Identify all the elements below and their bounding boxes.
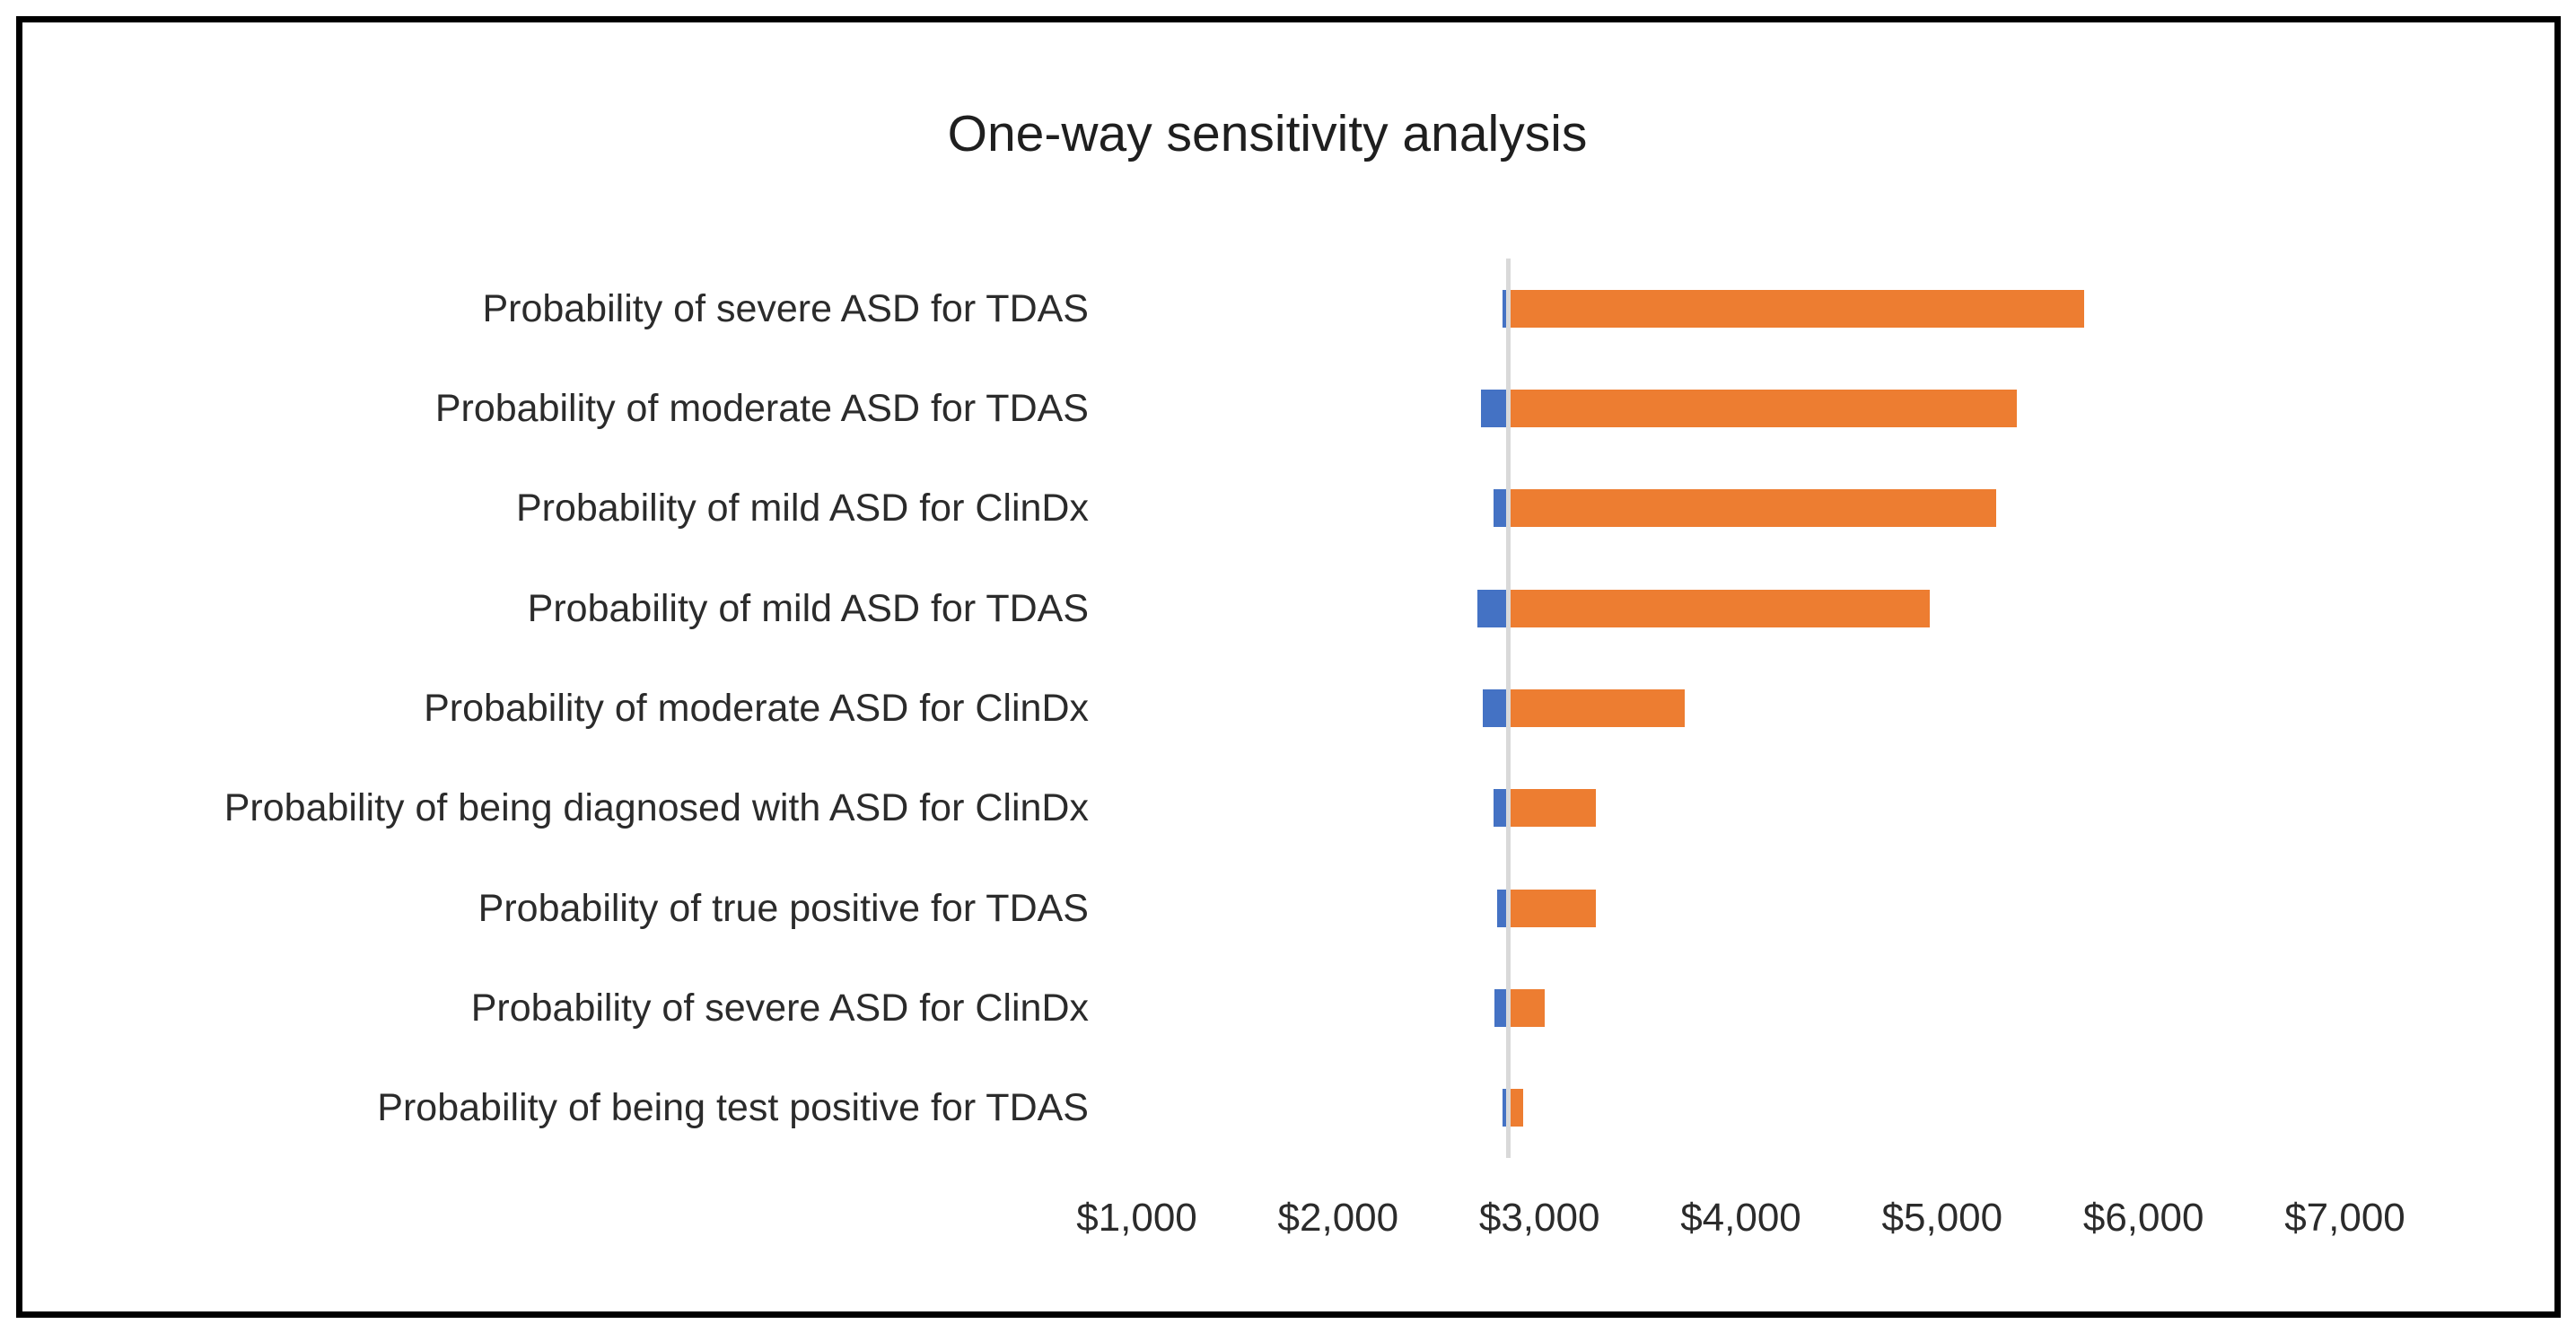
x-axis-tick-label: $3,000 bbox=[1478, 1196, 1600, 1240]
x-axis-tick-label: $2,000 bbox=[1277, 1196, 1399, 1240]
bar-high-segment bbox=[1508, 789, 1596, 828]
chart-frame bbox=[16, 16, 2561, 1318]
x-axis-tick-label: $4,000 bbox=[1680, 1196, 1801, 1240]
category-label: Probability of severe ASD for ClinDx bbox=[470, 987, 1089, 1030]
bar-high-segment bbox=[1508, 289, 2084, 328]
bar-low-segment bbox=[1502, 289, 1509, 328]
bar-high-segment bbox=[1508, 989, 1545, 1027]
bar-low-segment bbox=[1493, 489, 1509, 528]
chart-title: One-way sensitivity analysis bbox=[947, 105, 1588, 162]
x-axis-tick-label: $7,000 bbox=[2284, 1196, 2405, 1240]
category-label: Probability of moderate ASD for ClinDx bbox=[424, 687, 1089, 730]
bar-low-segment bbox=[1483, 689, 1509, 727]
category-label: Probability of mild ASD for ClinDx bbox=[515, 487, 1089, 531]
category-label: Probability of true positive for TDAS bbox=[478, 886, 1089, 930]
category-label: Probability of mild ASD for TDAS bbox=[527, 586, 1089, 630]
bar-high-segment bbox=[1508, 889, 1596, 927]
bar-low-segment bbox=[1481, 390, 1509, 427]
x-axis-tick-label: $1,000 bbox=[1076, 1196, 1197, 1240]
bar-high-segment bbox=[1508, 390, 2017, 427]
bar-high-segment bbox=[1508, 689, 1685, 727]
category-label: Probability of moderate ASD for TDAS bbox=[434, 387, 1089, 430]
bar-low-segment bbox=[1494, 989, 1509, 1027]
bar-high-segment bbox=[1508, 489, 1997, 528]
bar-high-segment bbox=[1508, 1089, 1524, 1127]
bar-low-segment bbox=[1502, 1089, 1509, 1127]
bar-high-segment bbox=[1508, 589, 1931, 627]
category-label: Probability of severe ASD for TDAS bbox=[482, 286, 1089, 330]
x-axis-tick-label: $6,000 bbox=[2082, 1196, 2204, 1240]
bar-low-segment bbox=[1493, 789, 1509, 828]
bar-low-segment bbox=[1497, 889, 1509, 927]
baseline-axis-line bbox=[1505, 259, 1511, 1158]
category-label: Probability of being diagnosed with ASD … bbox=[223, 786, 1089, 830]
category-label: Probability of being test positive for T… bbox=[377, 1086, 1089, 1130]
x-axis-tick-label: $5,000 bbox=[1881, 1196, 2003, 1240]
bar-low-segment bbox=[1476, 589, 1509, 627]
